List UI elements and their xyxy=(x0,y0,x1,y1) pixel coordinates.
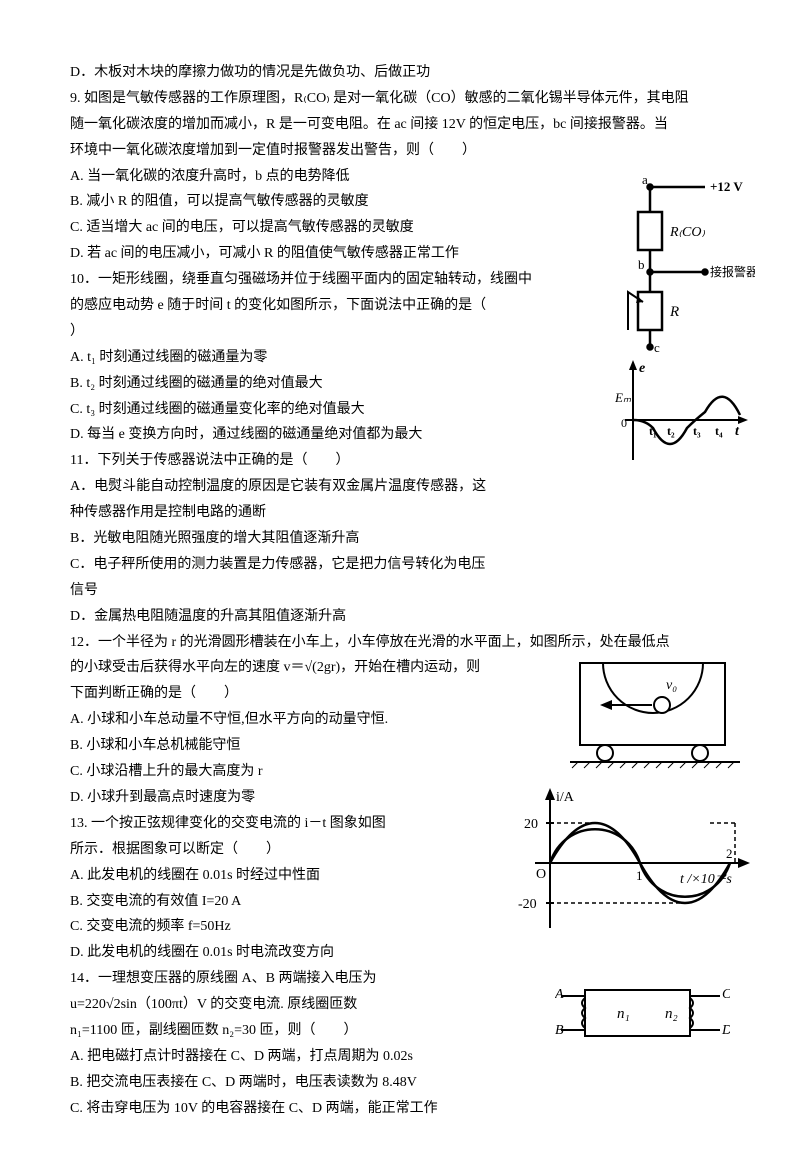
lbl-t3: t₃ xyxy=(693,424,701,438)
q12-stem-1: 12．一个半径为 r 的光滑圆形槽装在小车上，小车停放在光滑的水平面上，如图所示… xyxy=(70,630,730,656)
lbl-b: b xyxy=(638,257,645,272)
lbl-xaxis: t /×10⁻²s xyxy=(680,872,732,887)
lbl-t4: t₄ xyxy=(715,424,723,438)
exam-page: D．木板对木块的摩擦力做功的情况是先做负功、后做正功 9. 如图是气敏传感器的工… xyxy=(70,60,730,1122)
q8-D: D．木板对木块的摩擦力做功的情况是先做负功、后做正功 xyxy=(70,60,730,86)
lbl-alarm: 接报警器 xyxy=(710,264,755,279)
lbl-c: c xyxy=(654,340,660,355)
lbl-t1: t₁ xyxy=(649,424,657,438)
lbl-x2: 2 xyxy=(726,846,733,861)
q11-C-2: 信号 xyxy=(70,578,730,604)
q10-graph-figure: e Eₘ 0 t₁ t₂ t₃ t₄ t xyxy=(615,360,750,475)
q11-A-1: A．电熨斗能自动控制温度的原因是它装有双金属片温度传感器，这 xyxy=(70,474,730,500)
lbl-C: C xyxy=(722,987,730,1002)
sqrt-2: √2 xyxy=(106,997,121,1012)
lbl-rco: R₍CO₎ xyxy=(669,225,705,240)
q11-C-1: C．电子秤所使用的测力装置是力传感器，它是把力信号转化为电压 xyxy=(70,552,730,578)
q12-cart-figure: v₀ xyxy=(570,655,740,770)
lbl-O: O xyxy=(536,867,546,882)
q14-stem-2b: sin（100πt）V 的交变电流. 原线圈匝数 xyxy=(121,997,358,1012)
emf-graph-svg: e Eₘ 0 t₁ t₂ t₃ t₄ t xyxy=(615,360,750,475)
lbl-A: A xyxy=(555,987,564,1002)
q14-transformer-figure: A B C D n₁ n₂ xyxy=(555,978,730,1053)
q12-stem-2a: 的小球受击后获得水平向左的速度 v＝ xyxy=(70,660,305,675)
lbl-0: 0 xyxy=(621,416,627,430)
cart-svg: v₀ xyxy=(570,655,740,770)
q9-stem-1: 9. 如图是气敏传感器的工作原理图，R₍CO₎ 是对一氧化碳（CO）敏感的二氧化… xyxy=(70,86,730,112)
q13-graph-figure: i/A 20 -20 O 1 2 t /×10⁻²s xyxy=(510,788,755,938)
q13-D: D. 此发电机的线圈在 0.01s 时电流改变方向 xyxy=(70,940,730,966)
lbl-D: D xyxy=(721,1023,730,1038)
q14-C: C. 将击穿电压为 10V 的电容器接在 C、D 两端，能正常工作 xyxy=(70,1096,730,1122)
lbl-20: 20 xyxy=(524,817,538,832)
lbl-v0: v₀ xyxy=(666,678,677,693)
q14-stem-2a: u=220 xyxy=(70,997,106,1012)
lbl-a: a xyxy=(642,172,648,187)
q12-stem-2b: ，开始在槽内运动，则 xyxy=(340,660,480,675)
lbl-r: R xyxy=(669,304,679,320)
lbl-x1: 1 xyxy=(636,868,643,883)
lbl-iA: i/A xyxy=(556,790,575,805)
lbl-t2: t₂ xyxy=(667,424,675,438)
sqrt-2gr: √(2gr) xyxy=(305,660,341,675)
lbl-B: B xyxy=(555,1023,564,1038)
q11-B: B．光敏电阻随光照强度的增大其阻值逐渐升高 xyxy=(70,526,730,552)
q11-A-2: 种传感器作用是控制电路的通断 xyxy=(70,500,730,526)
circuit-svg: a +12 V R₍CO₎ b 接报警器 R c xyxy=(610,172,755,357)
q9-stem-2: 随一氧化碳浓度的增加而减小，R 是一可变电阻。在 ac 间接 12V 的恒定电压… xyxy=(70,112,730,138)
ac-graph-svg: i/A 20 -20 O 1 2 t /×10⁻²s xyxy=(510,788,755,938)
lbl-n2: n₂ xyxy=(665,1006,678,1022)
lbl-n1: n₁ xyxy=(617,1006,630,1022)
lbl-t: t xyxy=(735,424,740,439)
lbl-12v: +12 V xyxy=(710,179,743,194)
q11-D: D．金属热电阻随温度的升高其阻值逐渐升高 xyxy=(70,604,730,630)
lbl-Em: Eₘ xyxy=(615,390,632,405)
q9-circuit-figure: a +12 V R₍CO₎ b 接报警器 R c xyxy=(610,172,755,357)
q14-B: B. 把交流电压表接在 C、D 两端时，电压表读数为 8.48V xyxy=(70,1070,730,1096)
transformer-svg: A B C D n₁ n₂ xyxy=(555,978,730,1053)
lbl-e: e xyxy=(639,361,645,376)
lbl-n20: -20 xyxy=(518,897,537,912)
q9-stem-3: 环境中一氧化碳浓度增加到一定值时报警器发出警告，则（ ） xyxy=(70,138,730,164)
